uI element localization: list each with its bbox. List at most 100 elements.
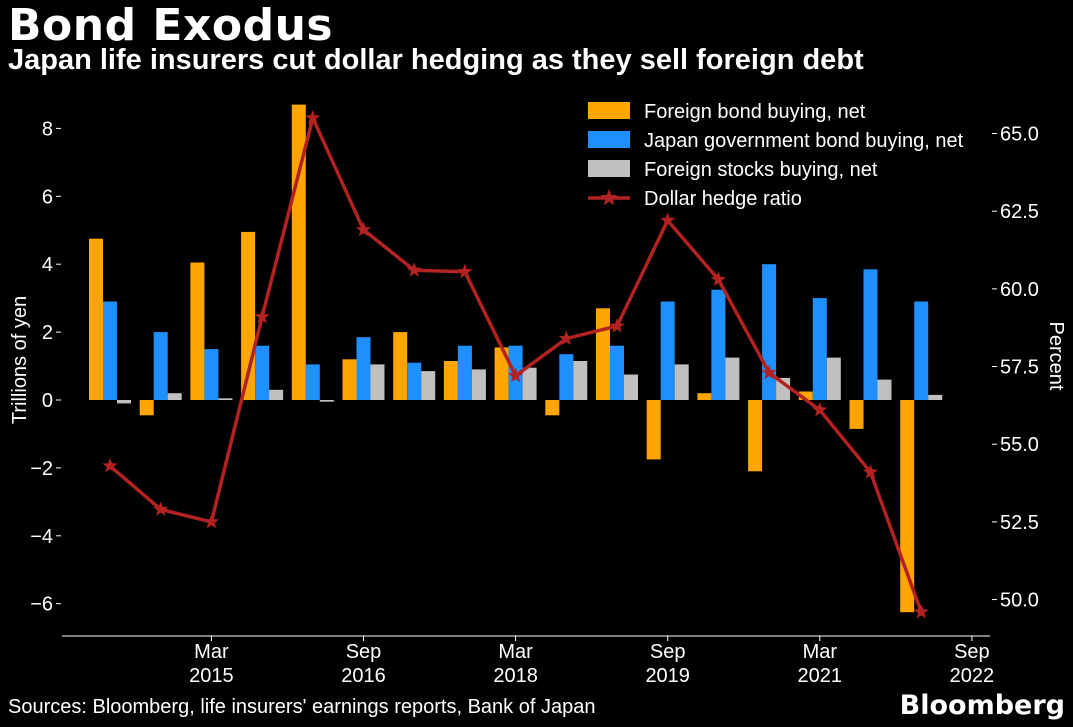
bar-2-5 (370, 364, 385, 400)
legend: Foreign bond buying, net Japan government… (588, 101, 964, 210)
bar-2-3 (269, 389, 284, 400)
bar-2-12 (725, 357, 740, 400)
chart-canvas: Mar2015Sep2016Mar2018Sep2019Mar2021Sep20… (9, 101, 1067, 687)
y-right-tick-label-5: 62.5 (1000, 201, 1039, 223)
y-left-tick-label-4: 2 (42, 322, 53, 344)
hedge-ratio-point-7 (457, 263, 473, 279)
bar-1-12 (711, 289, 726, 400)
x-tick-label-year-2: 2018 (493, 665, 538, 687)
bar-1-7 (457, 345, 472, 400)
x-tick-label-month-2: Mar (498, 641, 533, 663)
bar-0-5 (342, 359, 357, 400)
bar-2-11 (674, 364, 689, 400)
bar-1-2 (204, 349, 219, 400)
bar-1-6 (407, 362, 422, 400)
bar-1-4 (305, 364, 320, 400)
legend-label-3: Dollar hedge ratio (644, 188, 802, 210)
bar-1-15 (863, 269, 878, 400)
bar-0-16 (900, 400, 915, 613)
hedge-ratio-point-16 (913, 604, 929, 619)
y-left-tick-label-3: 0 (42, 390, 53, 412)
x-tick-label-year-1: 2016 (341, 665, 386, 687)
y-right-tick-label-3: 57.5 (1000, 357, 1039, 379)
bar-0-0 (89, 238, 103, 400)
source-note: Sources: Bloomberg, life insurers' earni… (8, 696, 596, 718)
y-right-axis-label: Percent (1045, 322, 1067, 391)
hedge-ratio-point-1 (153, 501, 169, 516)
y-left-axis-label: Trillions of yen (9, 296, 31, 424)
y-right-tick-label-2: 55.0 (1000, 434, 1039, 456)
chart-title: Bond Exodus (8, 0, 334, 51)
bar-0-8 (494, 347, 509, 400)
bar-2-0 (117, 400, 131, 404)
bar-2-15 (877, 379, 892, 400)
x-tick-label-month-4: Mar (803, 641, 838, 663)
bar-0-15 (849, 400, 864, 429)
x-tick-label-year-3: 2019 (645, 665, 690, 687)
bar-2-8 (522, 367, 537, 400)
y-left-tick-label-6: 6 (42, 186, 53, 208)
y-right-tick-label-1: 52.5 (1000, 512, 1039, 534)
y-left-tick-label-2: −2 (30, 458, 53, 480)
bar-1-13 (762, 264, 777, 400)
x-tick-label-month-5: Sep (954, 641, 990, 663)
x-tick-label-year-0: 2015 (189, 665, 234, 687)
bar-0-12 (697, 393, 712, 400)
x-tick-label-month-0: Mar (194, 641, 229, 663)
x-tick-label-month-1: Sep (346, 641, 382, 663)
hedge-ratio-point-5 (355, 221, 372, 237)
legend-label-1: Japan government bond buying, net (644, 130, 964, 152)
bar-0-7 (443, 361, 458, 400)
bar-0-14 (798, 391, 813, 400)
bar-0-4 (291, 104, 306, 400)
legend-label-0: Foreign bond buying, net (644, 101, 866, 123)
bar-2-6 (421, 371, 436, 400)
bar-2-2 (218, 398, 233, 400)
x-tick-label-year-4: 2021 (798, 665, 843, 687)
bar-2-4 (319, 400, 334, 402)
bloomberg-logo: Bloomberg (899, 690, 1065, 721)
bar-0-13 (748, 400, 763, 472)
y-left-tick-label-0: −6 (30, 594, 53, 616)
hedge-ratio-point-11 (660, 212, 676, 227)
bar-2-1 (167, 393, 182, 400)
bar-1-0 (103, 301, 117, 400)
hedge-ratio-point-0 (102, 457, 118, 473)
y-left-tick-label-5: 4 (42, 254, 53, 276)
bar-0-11 (646, 400, 661, 460)
bar-1-3 (255, 345, 270, 400)
legend-star-icon (600, 189, 618, 206)
y-right-tick-label-6: 65.0 (1000, 124, 1039, 146)
hedge-ratio-point-3 (254, 308, 270, 324)
hedge-ratio-point-9 (558, 330, 574, 345)
bar-2-9 (573, 361, 588, 400)
hedge-ratio-point-12 (710, 271, 726, 286)
bar-2-7 (471, 369, 486, 400)
bar-0-1 (139, 400, 154, 416)
bar-1-11 (660, 301, 675, 400)
legend-swatch-2 (588, 160, 630, 177)
x-tick-label-month-3: Sep (650, 641, 686, 663)
bar-1-16 (914, 301, 929, 400)
bar-0-6 (393, 332, 408, 400)
bar-2-16 (928, 394, 943, 400)
hedge-ratio-point-13 (761, 364, 777, 380)
bar-1-1 (153, 332, 168, 400)
x-tick-label-year-5: 2022 (950, 665, 995, 687)
hedge-ratio-point-8 (508, 367, 524, 383)
bar-0-2 (190, 262, 205, 400)
y-left-tick-label-7: 8 (42, 118, 53, 140)
bar-1-9 (559, 354, 574, 400)
legend-swatch-0 (588, 102, 630, 119)
bar-2-10 (624, 374, 638, 400)
axes-group: Mar2015Sep2016Mar2018Sep2019Mar2021Sep20… (9, 118, 1067, 687)
hedge-ratio-point-14 (812, 402, 828, 417)
hedge-ratio-point-4 (305, 110, 321, 125)
legend-label-2: Foreign stocks buying, net (644, 159, 878, 181)
bar-2-14 (826, 357, 841, 400)
hedge-ratio-line-group (102, 110, 929, 619)
hedge-ratio-point-15 (862, 464, 879, 479)
hedge-ratio-point-6 (406, 262, 422, 277)
bar-1-10 (610, 345, 624, 400)
bar-1-14 (812, 298, 827, 400)
